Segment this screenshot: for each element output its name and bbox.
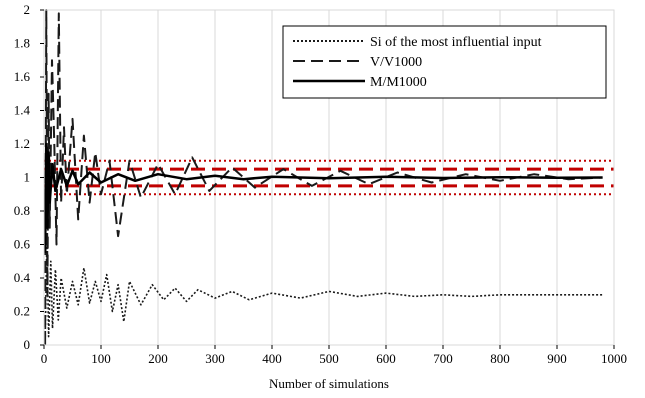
x-tick-label-300: 300 <box>205 351 225 366</box>
y-tick-labels: 0 0.2 0.4 0.6 0.8 1 1.2 1.4 1.6 1.8 2 <box>14 2 44 352</box>
x-axis-title: Number of simulations <box>269 376 389 391</box>
y-tick-label-1-6: 1.6 <box>14 69 31 84</box>
x-tick-label-900: 900 <box>547 351 567 366</box>
legend-label-variance: V/V1000 <box>370 55 422 70</box>
y-tick-label-0-4: 0.4 <box>14 270 31 285</box>
series-line-2 <box>43 142 603 253</box>
legend-label-si: Si of the most influential input <box>370 35 542 50</box>
x-tick-label-400: 400 <box>262 351 282 366</box>
y-tick-label-1-4: 1.4 <box>14 103 31 118</box>
x-tick-label-600: 600 <box>376 351 396 366</box>
legend-entry-si: Si of the most influential input <box>293 35 542 50</box>
y-tick-label-0-6: 0.6 <box>14 237 31 252</box>
y-tick-label-1-2: 1.2 <box>14 136 30 151</box>
y-tick-label-1-8: 1.8 <box>14 36 30 51</box>
x-tick-labels: 0 100 200 300 400 500 600 700 800 900 1000 <box>41 345 627 366</box>
y-tick-label-0: 0 <box>24 337 31 352</box>
y-tick-label-0-8: 0.8 <box>14 203 30 218</box>
legend: Si of the most influential input V/V1000… <box>282 25 607 99</box>
x-tick-label-700: 700 <box>433 351 453 366</box>
x-tick-label-1000: 1000 <box>601 351 627 366</box>
reference-lines <box>44 159 614 196</box>
x-tick-label-800: 800 <box>490 351 510 366</box>
x-tick-label-200: 200 <box>148 351 168 366</box>
x-tick-label-100: 100 <box>91 351 111 366</box>
series-line-0 <box>44 235 603 346</box>
x-tick-label-0: 0 <box>41 351 48 366</box>
y-tick-label-1: 1 <box>24 170 31 185</box>
y-tick-label-0-2: 0.2 <box>14 304 30 319</box>
x-tick-label-500: 500 <box>319 351 339 366</box>
legend-label-mean: M/M1000 <box>370 75 427 90</box>
legend-entry-variance: V/V1000 <box>293 55 422 70</box>
series-lines <box>43 9 603 346</box>
legend-entry-mean: M/M1000 <box>293 75 427 90</box>
y-tick-label-2: 2 <box>24 2 31 17</box>
